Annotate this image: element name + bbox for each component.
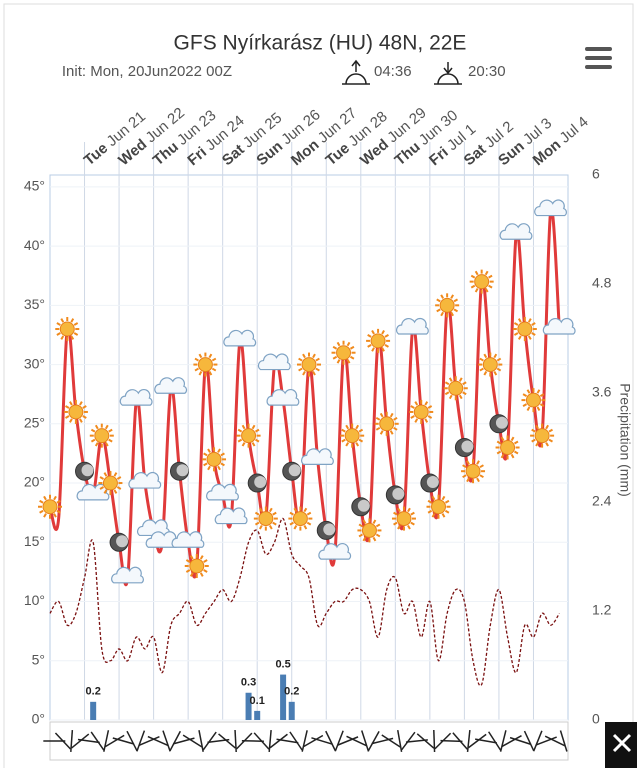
y-tick-label: 45° — [24, 178, 45, 194]
sun-disc — [518, 322, 532, 336]
y-tick-label: 0° — [32, 711, 45, 727]
y2-tick-label: 0 — [592, 711, 600, 727]
sun-disc — [483, 358, 497, 372]
moon-lit — [358, 500, 370, 512]
y-tick-label: 30° — [24, 355, 45, 371]
sun-disc — [69, 405, 83, 419]
sun-disc — [43, 500, 57, 514]
y-tick-label: 10° — [24, 592, 45, 608]
sun-disc — [60, 322, 74, 336]
moon-lit — [82, 464, 94, 476]
moon-lit — [177, 464, 189, 476]
sun-disc — [337, 346, 351, 360]
precip-label: 0.1 — [250, 695, 265, 707]
wind-barb — [434, 730, 435, 752]
precip-label: 0.3 — [241, 677, 256, 689]
moon-lit — [254, 476, 266, 488]
precip-bar — [289, 702, 295, 720]
y-tick-label: 25° — [24, 415, 45, 431]
precip-bar — [90, 702, 96, 720]
weather-icon-moon — [455, 439, 473, 457]
sun-disc — [440, 298, 454, 312]
moon-lit — [461, 441, 473, 453]
precip-label: 0.2 — [284, 686, 299, 698]
sun-disc — [535, 429, 549, 443]
sun-disc — [449, 381, 463, 395]
weather-icon-moon — [283, 462, 301, 480]
sun-disc — [207, 452, 221, 466]
moon-lit — [289, 464, 301, 476]
precip-label: 0.5 — [275, 658, 290, 670]
chart-subtitle: Init: Mon, 20Jun2022 00Z — [62, 63, 232, 80]
sun-disc — [466, 464, 480, 478]
weather-icon-moon — [110, 533, 128, 551]
y-tick-label: 35° — [24, 296, 45, 312]
sun-disc — [259, 512, 273, 526]
sun-disc — [380, 417, 394, 431]
sun-disc — [190, 559, 204, 573]
moon-lit — [427, 476, 439, 488]
weather-icon-moon — [317, 521, 335, 539]
chart-title: GFS Nyírkarász (HU) 48N, 22E — [174, 32, 467, 55]
moon-lit — [496, 417, 508, 429]
sunset-time: 20:30 — [468, 63, 506, 80]
sun-disc — [345, 429, 359, 443]
moon-lit — [116, 535, 128, 547]
y-tick-label: 40° — [24, 237, 45, 253]
weather-icon-moon — [76, 462, 94, 480]
y2-tick-label: 3.6 — [592, 384, 612, 400]
menu-button[interactable] — [585, 47, 612, 69]
y-tick-label: 20° — [24, 474, 45, 490]
weather-icon-moon — [386, 486, 404, 504]
sun-disc — [103, 476, 117, 490]
weather-icon-moon — [171, 462, 189, 480]
precip-bar — [254, 711, 260, 720]
weather-icon-moon — [421, 474, 439, 492]
sunrise-time: 04:36 — [374, 63, 412, 80]
sun-disc — [242, 429, 256, 443]
sun-disc — [371, 334, 385, 348]
sun-disc — [95, 429, 109, 443]
y2-tick-label: 1.2 — [592, 602, 612, 618]
sun-disc — [475, 275, 489, 289]
sun-disc — [501, 441, 515, 455]
y2-tick-label: 2.4 — [592, 493, 612, 509]
sun-disc — [198, 358, 212, 372]
sun-disc — [362, 523, 376, 537]
sun-disc — [526, 393, 540, 407]
y-tick-label: 15° — [24, 533, 45, 549]
sun-disc — [397, 512, 411, 526]
y2-axis-title: Precipitation (mm) — [617, 383, 633, 497]
sun-disc — [302, 358, 316, 372]
sun-disc — [414, 405, 428, 419]
sun-disc — [293, 512, 307, 526]
weather-icon-moon — [490, 415, 508, 433]
precip-label: 0.2 — [86, 686, 101, 698]
moon-lit — [392, 488, 404, 500]
y2-tick-label: 6 — [592, 166, 600, 182]
close-button[interactable] — [605, 722, 637, 768]
weather-icon-moon — [248, 474, 266, 492]
y-tick-label: 5° — [32, 651, 45, 667]
weather-icon-moon — [352, 498, 370, 516]
y2-tick-label: 4.8 — [592, 275, 612, 291]
sun-disc — [432, 500, 446, 514]
moon-lit — [323, 523, 335, 535]
